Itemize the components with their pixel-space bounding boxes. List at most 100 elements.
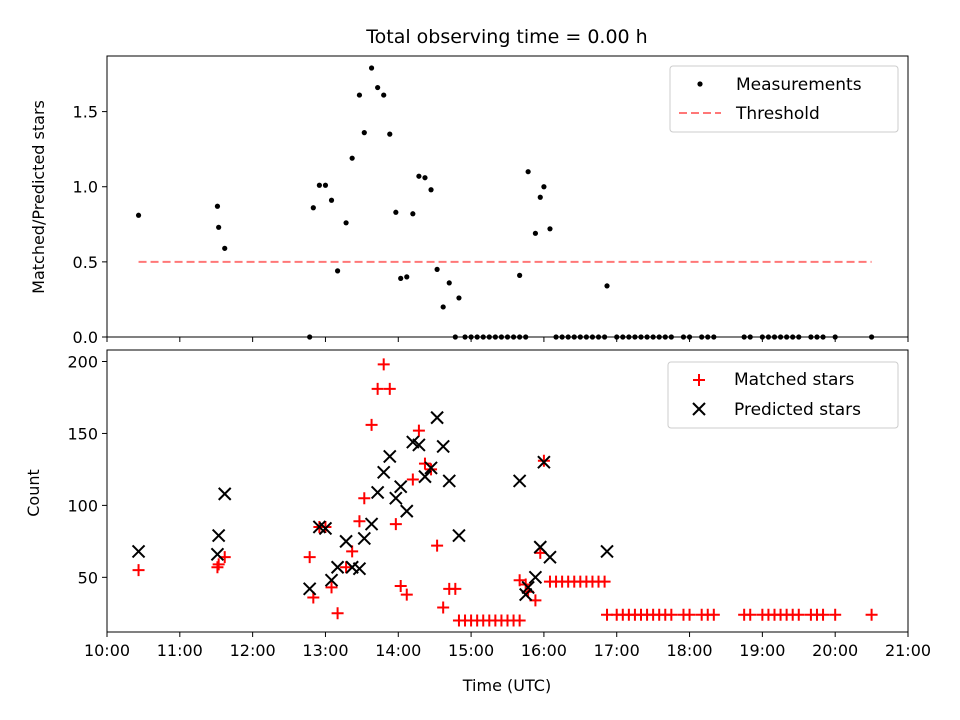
top-measurement-point (434, 266, 440, 272)
bottom-predicted-point (389, 491, 403, 505)
bottom-predicted-point (600, 544, 614, 559)
bottom-x-tick-label: 13:00 (302, 641, 348, 660)
legend-predicted-marker (692, 402, 706, 416)
top-y-axis-label: Matched/Predicted stars (29, 100, 48, 294)
top-measurement-point (368, 65, 375, 71)
top-measurement-point (387, 131, 393, 137)
top-y-tick-label: 1.5 (73, 103, 98, 122)
bottom-matched-point (425, 463, 438, 476)
bottom-x-tick-label: 20:00 (812, 641, 858, 660)
bottom-matched-point (371, 382, 384, 395)
bottom-predicted-point (452, 528, 466, 543)
top-measurement-point (343, 220, 349, 226)
bottom-x-tick-label: 14:00 (375, 641, 421, 660)
bottom-predicted-point (393, 479, 408, 494)
bottom-matched-point (303, 551, 316, 564)
bottom-matched-point (346, 545, 359, 558)
bottom-plot-area: 10:00 11:00 12:00 13:00 14:00 15:00 16:00 17:00… (67, 349, 931, 660)
bottom-legend-box (667, 361, 899, 429)
bottom-predicted-point (131, 544, 146, 559)
top-measurement-point (541, 184, 547, 190)
bottom-matched-point (412, 424, 425, 437)
top-measurement-point (222, 245, 228, 251)
top-measurement-point (416, 173, 422, 179)
bottom-matched-point (513, 574, 526, 587)
bottom-y-tick-label: 50 (78, 568, 98, 587)
top-measurement-point (328, 197, 335, 203)
top-frame (106, 55, 909, 338)
top-measurement-point (525, 169, 531, 175)
bottom-matched-point (665, 608, 678, 621)
bottom-predicted-point (518, 587, 533, 602)
bottom-matched-point (537, 454, 550, 467)
bottom-x-tick-label: 16:00 (521, 641, 567, 660)
top-measurement-point (404, 274, 410, 280)
top-measurement-point (216, 224, 222, 230)
top-measurement-point (428, 187, 434, 193)
bottom-matched-point (340, 561, 353, 574)
bottom-predicted-point (352, 561, 367, 576)
bottom-predicted-point (412, 438, 426, 452)
bottom-predicted-point (318, 521, 333, 536)
bottom-x-tick-label: 15:00 (448, 641, 494, 660)
bottom-predicted-point (512, 474, 527, 488)
top-measurement-point (456, 295, 462, 301)
bottom-predicted-point (521, 580, 535, 595)
bottom-matched-point (211, 561, 224, 574)
bottom-matched-point (358, 492, 371, 505)
top-measurement-point (422, 175, 428, 181)
bottom-matched-point (383, 382, 396, 395)
bottom-predicted-point (324, 573, 339, 587)
top-measurement-point (349, 155, 355, 161)
top-legend: Measurements Threshold (669, 65, 899, 133)
top-measurement-point (393, 209, 399, 215)
legend-measurements-label: Measurements (736, 75, 862, 95)
bottom-y-tick-label: 150 (67, 424, 98, 443)
bottom-predicted-point (537, 455, 551, 469)
bottom-predicted-point (357, 531, 371, 546)
top-measurement-point (322, 182, 329, 188)
top-measurement-point (381, 92, 387, 98)
bottom-y-axis-label: Count (24, 469, 43, 517)
bottom-matched-point (437, 601, 450, 614)
bottom-matched-point (400, 588, 413, 601)
bottom-predicted-point (370, 485, 385, 500)
legend-matched-marker (693, 374, 705, 386)
bottom-matched-point (865, 608, 878, 621)
top-measurement-point (310, 205, 316, 211)
bottom-matched-point (598, 575, 611, 588)
bottom-frame (106, 349, 909, 633)
top-y-tick-label: 1.0 (73, 178, 98, 197)
bottom-predicted-point (543, 550, 557, 564)
top-measurement-point (517, 272, 523, 278)
bottom-predicted-point (330, 560, 345, 574)
top-measurement-point (547, 226, 553, 232)
legend-matched-label: Matched stars (734, 370, 854, 390)
top-y-tick-label: 0.5 (73, 253, 98, 272)
top-measurement-point (361, 130, 367, 136)
bottom-predicted-point (442, 474, 456, 488)
bottom-predicted-point (210, 547, 225, 562)
bottom-predicted-point (418, 469, 432, 484)
bottom-matched-point (325, 581, 338, 594)
top-measurement-point (446, 280, 452, 286)
bottom-x-tick-label: 21:00 (885, 641, 931, 660)
bottom-matched-point (406, 473, 419, 486)
top-measurement-point (532, 230, 539, 236)
bottom-matched-point (431, 539, 444, 552)
bottom-predicted-point (211, 528, 226, 543)
top-measurement-point (316, 182, 322, 188)
top-measurement-point (375, 84, 381, 91)
bottom-x-tick-label: 18:00 (666, 641, 712, 660)
top-measurement-point (214, 203, 221, 209)
bottom-y-tick-label: 200 (67, 353, 98, 372)
bottom-predicted-point (339, 534, 353, 549)
bottom-matched-point (449, 582, 462, 595)
bottom-x-tick-label: 12:00 (230, 641, 276, 660)
bottom-predicted-point (218, 487, 232, 501)
bottom-matched-point (365, 418, 378, 431)
legend-measurements-marker (697, 81, 703, 87)
top-measurement-point (604, 283, 610, 289)
bottom-matched-point (331, 607, 344, 620)
